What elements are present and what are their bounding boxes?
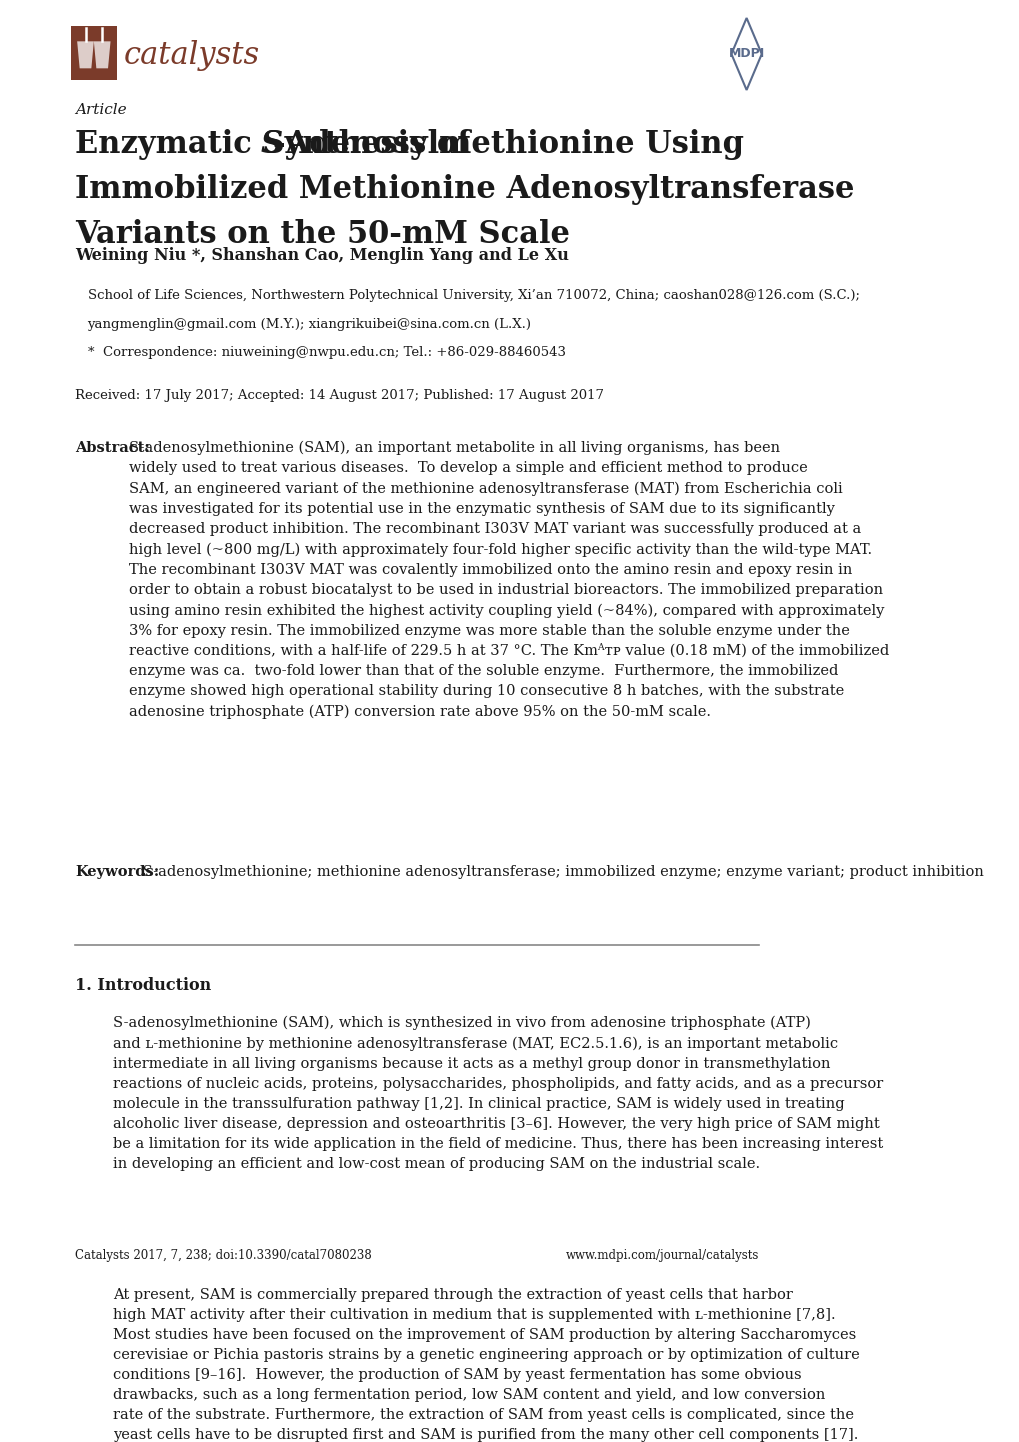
Text: Catalysts 2017, 7, 238; doi:10.3390/catal7080238: Catalysts 2017, 7, 238; doi:10.3390/cata… bbox=[75, 1249, 372, 1262]
Text: S-adenosylmethionine; methionine adenosyltransferase; immobilized enzyme; enzyme: S-adenosylmethionine; methionine adenosy… bbox=[138, 865, 982, 880]
Polygon shape bbox=[77, 42, 94, 68]
Text: yangmenglin@gmail.com (M.Y.); xiangrikuibei@sina.com.cn (L.X.): yangmenglin@gmail.com (M.Y.); xiangrikui… bbox=[88, 317, 531, 330]
Text: Immobilized Methionine Adenosyltransferase: Immobilized Methionine Adenosyltransfera… bbox=[75, 173, 854, 205]
Text: Keywords:: Keywords: bbox=[75, 865, 159, 880]
Text: Article: Article bbox=[75, 102, 126, 117]
Text: S-adenosylmethionine (SAM), which is synthesized in vivo from adenosine triphosp: S-adenosylmethionine (SAM), which is syn… bbox=[112, 1015, 882, 1171]
Text: Abstract:: Abstract: bbox=[75, 441, 150, 454]
Text: Received: 17 July 2017; Accepted: 14 August 2017; Published: 17 August 2017: Received: 17 July 2017; Accepted: 14 Aug… bbox=[75, 389, 603, 402]
Text: S: S bbox=[260, 128, 282, 160]
Text: Weining Niu *, Shanshan Cao, Menglin Yang and Le Xu: Weining Niu *, Shanshan Cao, Menglin Yan… bbox=[75, 247, 569, 264]
Text: *  Correspondence: niuweining@nwpu.edu.cn; Tel.: +86-029-88460543: * Correspondence: niuweining@nwpu.edu.cn… bbox=[88, 346, 566, 359]
Text: S-adenosylmethionine (SAM), an important metabolite in all living organisms, has: S-adenosylmethionine (SAM), an important… bbox=[129, 441, 889, 720]
FancyBboxPatch shape bbox=[71, 26, 116, 79]
Text: catalysts: catalysts bbox=[123, 40, 259, 71]
Text: Variants on the 50-mM Scale: Variants on the 50-mM Scale bbox=[75, 219, 570, 249]
Text: MDPI: MDPI bbox=[728, 48, 764, 61]
Text: -Adenosylmethionine Using: -Adenosylmethionine Using bbox=[272, 128, 743, 160]
Text: At present, SAM is commercially prepared through the extraction of yeast cells t: At present, SAM is commercially prepared… bbox=[112, 1288, 859, 1442]
Text: School of Life Sciences, Northwestern Polytechnical University, Xi’an 710072, Ch: School of Life Sciences, Northwestern Po… bbox=[88, 290, 859, 303]
Polygon shape bbox=[94, 42, 110, 68]
Text: Enzymatic Synthesis of: Enzymatic Synthesis of bbox=[75, 128, 481, 160]
Text: 1. Introduction: 1. Introduction bbox=[75, 976, 211, 994]
Text: www.mdpi.com/journal/catalysts: www.mdpi.com/journal/catalysts bbox=[566, 1249, 758, 1262]
